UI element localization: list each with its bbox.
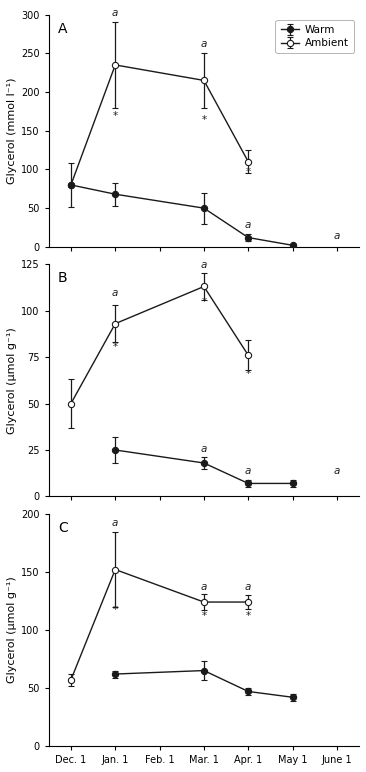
- Text: a: a: [112, 8, 119, 18]
- Y-axis label: Glycerol (µmol g⁻¹): Glycerol (µmol g⁻¹): [7, 327, 17, 434]
- Text: *: *: [113, 341, 118, 351]
- Text: *: *: [246, 369, 251, 379]
- Text: *: *: [246, 168, 251, 178]
- Text: a: a: [201, 39, 207, 49]
- Text: a: a: [201, 581, 207, 591]
- Text: a: a: [245, 466, 251, 476]
- Text: B: B: [58, 271, 68, 285]
- Text: *: *: [113, 111, 118, 121]
- Text: C: C: [58, 521, 68, 535]
- Y-axis label: Glycerol (µmol g⁻¹): Glycerol (µmol g⁻¹): [7, 577, 17, 683]
- Y-axis label: Glycerol (mmol l⁻¹): Glycerol (mmol l⁻¹): [7, 77, 17, 184]
- Text: *: *: [201, 297, 206, 307]
- Text: a: a: [334, 231, 340, 241]
- Text: a: a: [245, 581, 251, 591]
- Text: *: *: [201, 611, 206, 621]
- Text: a: a: [201, 444, 207, 454]
- Text: a: a: [245, 220, 251, 230]
- Text: *: *: [201, 115, 206, 125]
- Text: a: a: [334, 466, 340, 476]
- Text: a: a: [112, 518, 119, 528]
- Text: A: A: [58, 22, 68, 36]
- Text: a: a: [201, 260, 207, 269]
- Text: *: *: [246, 611, 251, 621]
- Text: a: a: [112, 288, 119, 298]
- Legend: Warm, Ambient: Warm, Ambient: [276, 20, 354, 53]
- Text: *: *: [113, 604, 118, 615]
